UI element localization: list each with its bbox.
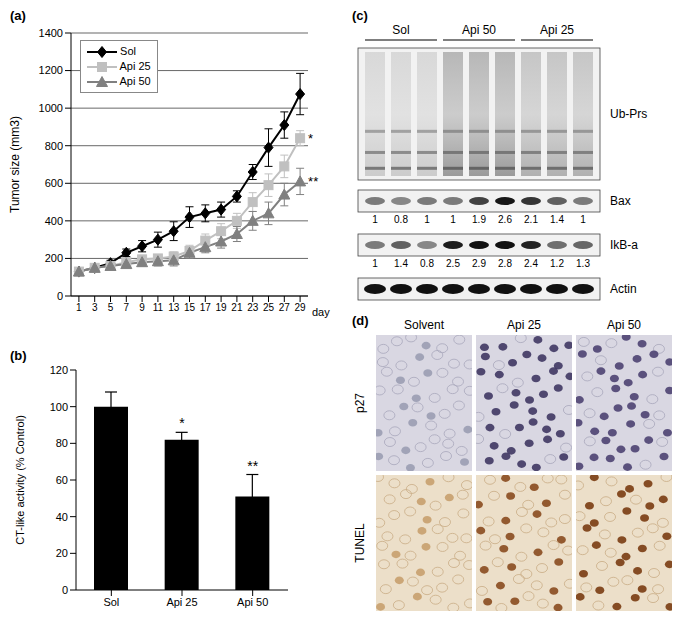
svg-text:120: 120 [50,364,68,376]
svg-text:2.6: 2.6 [498,214,512,225]
svg-text:**: ** [308,174,318,189]
svg-text:1: 1 [580,214,586,225]
svg-text:1.4: 1.4 [394,258,408,269]
html-text:Api 25: Api 25 [119,60,151,72]
svg-text:IkB-a: IkB-a [610,238,638,252]
svg-text:1: 1 [372,214,378,225]
html-text:(b): (b) [10,348,27,363]
svg-text:80: 80 [56,437,68,449]
svg-text:1: 1 [372,258,378,269]
svg-text:20: 20 [56,547,68,559]
html-text:Sol: Sol [120,45,136,57]
svg-text:Api 25: Api 25 [166,596,197,608]
svg-text:TUNEL: TUNEL [353,523,367,563]
svg-text:1: 1 [450,214,456,225]
svg-text:1.2: 1.2 [550,258,564,269]
svg-text:0: 0 [57,290,63,302]
svg-text:1400: 1400 [39,27,63,39]
svg-text:1.3: 1.3 [576,258,590,269]
svg-text:1200: 1200 [39,64,63,76]
svg-text:19: 19 [216,302,228,313]
svg-text:day: day [312,306,330,318]
svg-text:0.8: 0.8 [394,214,408,225]
svg-text:25: 25 [263,302,275,313]
svg-text:100: 100 [50,401,68,413]
svg-text:Bax: Bax [610,194,631,208]
svg-text:3: 3 [92,302,98,313]
svg-text:200: 200 [45,252,63,264]
svg-text:2.5: 2.5 [446,258,460,269]
svg-text:Api 25: Api 25 [540,23,574,37]
svg-text:2.4: 2.4 [524,258,538,269]
svg-text:13: 13 [168,302,180,313]
svg-text:17: 17 [200,302,212,313]
svg-text:(c): (c) [352,8,368,23]
svg-text:1: 1 [76,302,82,313]
svg-text:0.8: 0.8 [420,258,434,269]
svg-text:1000: 1000 [39,102,63,114]
svg-text:2.1: 2.1 [524,214,538,225]
html-text:(a): (a) [10,8,26,23]
svg-text:*: * [308,131,313,146]
svg-text:Api 25: Api 25 [507,318,541,332]
svg-text:Sol: Sol [392,23,409,37]
svg-text:(d): (d) [352,313,369,328]
svg-text:400: 400 [45,215,63,227]
svg-text:Ub-Prs: Ub-Prs [610,107,647,121]
svg-text:800: 800 [45,140,63,152]
svg-text:Api 50: Api 50 [237,596,268,608]
svg-text:29: 29 [295,302,307,313]
svg-text:7: 7 [124,302,130,313]
svg-text:1.9: 1.9 [472,214,486,225]
svg-text:27: 27 [279,302,291,313]
svg-text:1: 1 [424,214,430,225]
svg-text:**: ** [247,458,258,474]
svg-text:5: 5 [108,302,114,313]
svg-text:23: 23 [247,302,259,313]
svg-text:Actin: Actin [610,282,637,296]
svg-text:15: 15 [184,302,196,313]
svg-text:9: 9 [139,302,145,313]
svg-text:*: * [179,415,185,431]
svg-text:Sol: Sol [103,596,119,608]
svg-text:Api 50: Api 50 [607,318,641,332]
svg-text:p27: p27 [353,393,367,413]
html-text:Api 50: Api 50 [119,75,151,87]
svg-text:1.4: 1.4 [550,214,564,225]
svg-text:CT-like activity (% Control): CT-like activity (% Control) [14,415,26,545]
svg-text:2.9: 2.9 [472,258,486,269]
svg-text:2.8: 2.8 [498,258,512,269]
svg-text:21: 21 [231,302,243,313]
svg-text:600: 600 [45,177,63,189]
svg-text:40: 40 [56,511,68,523]
svg-text:Tumor size (mm3): Tumor size (mm3) [8,116,22,213]
svg-text:60: 60 [56,474,68,486]
svg-text:Api 50: Api 50 [462,23,496,37]
svg-text:Solvent: Solvent [404,318,445,332]
svg-text:0: 0 [62,584,68,596]
svg-text:11: 11 [153,302,164,313]
